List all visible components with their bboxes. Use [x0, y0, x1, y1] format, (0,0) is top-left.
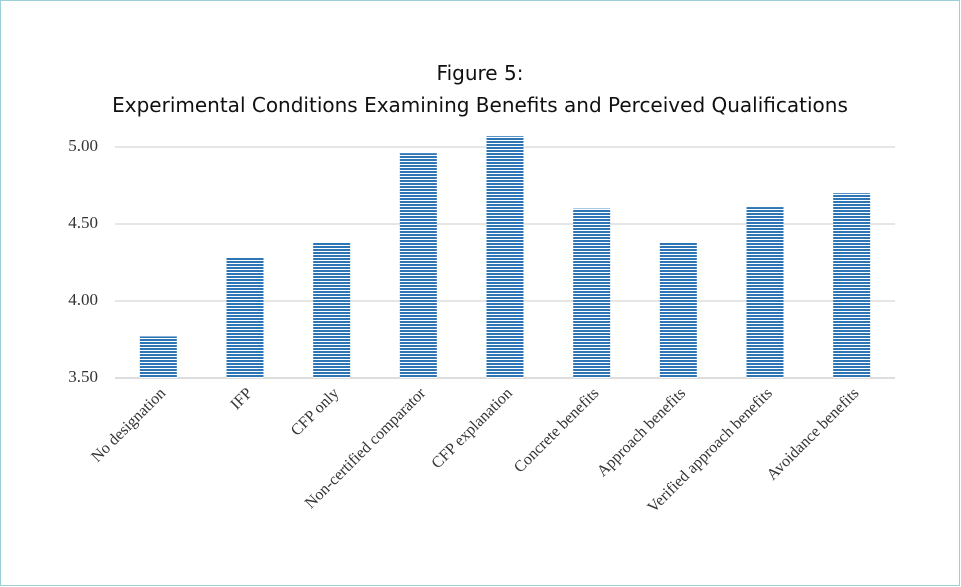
bar	[399, 153, 437, 378]
bar	[486, 136, 524, 378]
y-tick-label: 3.50	[68, 367, 98, 386]
bar	[313, 242, 351, 378]
y-tick-label: 5.00	[68, 136, 98, 155]
y-tick-label: 4.00	[68, 290, 98, 309]
bar	[226, 257, 264, 378]
chart-title: Figure 5:	[437, 61, 524, 85]
bar	[573, 208, 611, 378]
bar	[659, 242, 697, 378]
y-tick-label: 4.50	[68, 213, 98, 232]
bar	[833, 193, 871, 378]
bar	[139, 336, 177, 378]
bar	[746, 207, 784, 378]
chart-subtitle: Experimental Conditions Examining Benefi…	[112, 93, 848, 117]
